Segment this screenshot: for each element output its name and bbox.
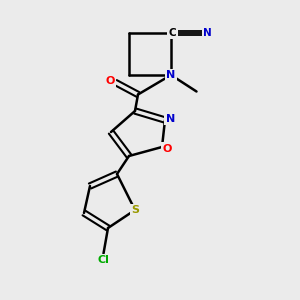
Text: C: C [169, 28, 176, 38]
Text: O: O [163, 143, 172, 154]
Text: S: S [131, 205, 139, 215]
Text: N: N [203, 28, 212, 38]
Text: Cl: Cl [98, 255, 110, 265]
Text: N: N [166, 113, 175, 124]
Text: O: O [105, 76, 115, 86]
Text: N: N [167, 70, 176, 80]
